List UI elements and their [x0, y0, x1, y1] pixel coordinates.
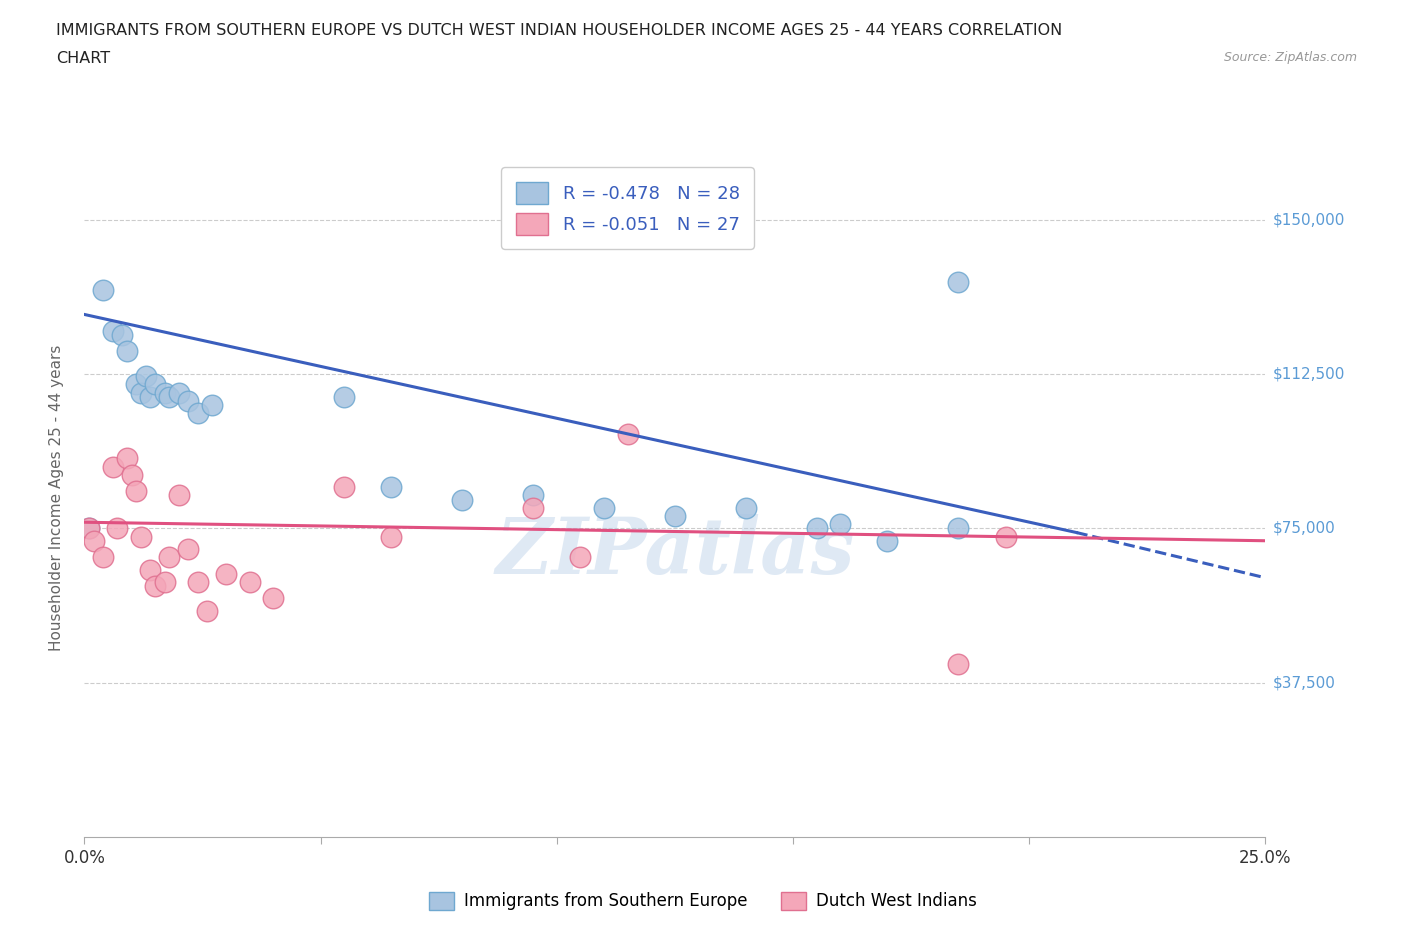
Point — [201, 397, 224, 412]
Point — [77, 521, 100, 536]
Point — [177, 393, 200, 408]
Point — [734, 500, 756, 515]
Point — [333, 390, 356, 405]
Point — [153, 385, 176, 400]
Point — [522, 488, 544, 503]
Point — [380, 480, 402, 495]
Point — [157, 390, 180, 405]
Legend: R = -0.478   N = 28, R = -0.051   N = 27: R = -0.478 N = 28, R = -0.051 N = 27 — [501, 167, 754, 249]
Point — [143, 377, 166, 392]
Point — [187, 405, 209, 420]
Point — [139, 390, 162, 405]
Text: ZIPatlas: ZIPatlas — [495, 513, 855, 591]
Point — [115, 451, 138, 466]
Text: CHART: CHART — [56, 51, 110, 66]
Point — [664, 509, 686, 524]
Point — [121, 468, 143, 483]
Text: $75,000: $75,000 — [1272, 521, 1336, 536]
Point — [187, 575, 209, 590]
Point — [101, 459, 124, 474]
Point — [830, 517, 852, 532]
Point — [101, 324, 124, 339]
Point — [948, 274, 970, 289]
Point — [876, 533, 898, 548]
Point — [177, 541, 200, 556]
Point — [125, 484, 148, 498]
Text: $37,500: $37,500 — [1272, 675, 1336, 690]
Point — [333, 480, 356, 495]
Point — [948, 657, 970, 671]
Point — [111, 327, 134, 342]
Point — [239, 575, 262, 590]
Point — [129, 529, 152, 544]
Point — [195, 604, 218, 618]
Point — [135, 368, 157, 383]
Point — [522, 500, 544, 515]
Text: $112,500: $112,500 — [1272, 366, 1344, 381]
Point — [91, 283, 114, 298]
Point — [215, 566, 238, 581]
Point — [143, 578, 166, 593]
Point — [153, 575, 176, 590]
Legend: Immigrants from Southern Europe, Dutch West Indians: Immigrants from Southern Europe, Dutch W… — [422, 885, 984, 917]
Point — [262, 591, 284, 605]
Point — [129, 385, 152, 400]
Point — [167, 385, 190, 400]
Point — [157, 550, 180, 565]
Text: Source: ZipAtlas.com: Source: ZipAtlas.com — [1223, 51, 1357, 64]
Point — [167, 488, 190, 503]
Point — [107, 521, 129, 536]
Text: IMMIGRANTS FROM SOUTHERN EUROPE VS DUTCH WEST INDIAN HOUSEHOLDER INCOME AGES 25 : IMMIGRANTS FROM SOUTHERN EUROPE VS DUTCH… — [56, 23, 1063, 38]
Point — [616, 426, 638, 441]
Point — [569, 550, 592, 565]
Y-axis label: Householder Income Ages 25 - 44 years: Householder Income Ages 25 - 44 years — [49, 344, 63, 651]
Point — [806, 521, 828, 536]
Point — [91, 550, 114, 565]
Point — [115, 344, 138, 359]
Point — [948, 521, 970, 536]
Point — [451, 492, 474, 507]
Point — [77, 521, 100, 536]
Point — [380, 529, 402, 544]
Point — [125, 377, 148, 392]
Point — [83, 533, 105, 548]
Text: $150,000: $150,000 — [1272, 212, 1344, 227]
Point — [593, 500, 616, 515]
Point — [139, 562, 162, 577]
Point — [994, 529, 1017, 544]
